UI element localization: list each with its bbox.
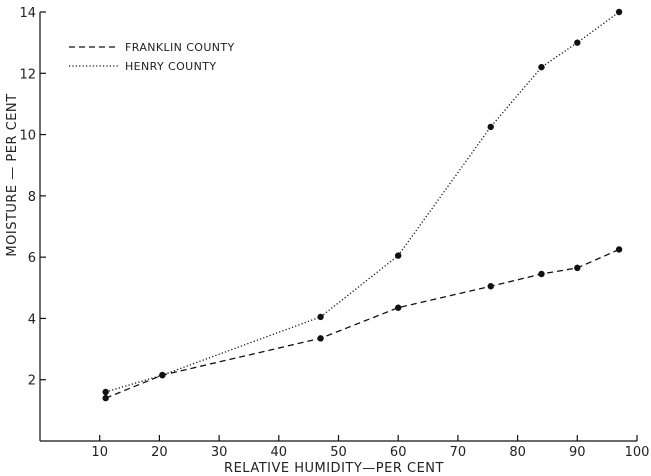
x-tick-label: 20 [151, 445, 168, 460]
data-point-henry-county [159, 371, 166, 379]
y-tick-label: 6 [28, 251, 36, 266]
data-point-franklin-county [574, 264, 581, 272]
y-tick-label: 12 [19, 67, 36, 82]
y-tick-label: 4 [28, 312, 36, 327]
x-ticks: 10 20 30 40 50 60 70 80 90 100 [91, 435, 649, 460]
data-point-henry-county [317, 313, 324, 321]
x-tick-label: 100 [625, 445, 650, 460]
x-tick-label: 60 [390, 445, 407, 460]
y-tick-label: 8 [28, 190, 36, 205]
data-point-henry-county [102, 388, 109, 396]
legend-label-franklin: FRANKLIN COUNTY [125, 41, 235, 54]
data-point-henry-county [487, 123, 494, 131]
x-tick-label: 30 [211, 445, 228, 460]
y-axis-title: MOISTURE — PER CENT [5, 93, 20, 256]
data-point-franklin-county [487, 283, 494, 290]
x-tick-label: 50 [330, 445, 347, 460]
data-point-franklin-county [615, 246, 623, 253]
y-tick-label: 14 [19, 6, 36, 21]
x-tick-label: 70 [450, 445, 467, 460]
data-point-franklin-county [538, 270, 545, 278]
x-axis-title: RELATIVE HUMIDITY—PER CENT [224, 461, 444, 476]
data-point-henry-county [538, 63, 545, 71]
series-layer [102, 8, 623, 402]
y-ticks: 2 4 6 8 10 12 14 [19, 6, 46, 389]
data-point-henry-county [574, 39, 581, 46]
x-tick-label: 80 [509, 445, 526, 460]
y-tick-label: 10 [19, 129, 36, 144]
y-tick-label: 2 [28, 374, 36, 389]
legend: FRANKLIN COUNTY HENRY COUNTY [69, 41, 235, 73]
legend-label-henry: HENRY COUNTY [125, 60, 216, 73]
data-point-franklin-county [395, 304, 402, 311]
x-tick-label: 90 [569, 445, 586, 460]
series-line-franklin-county [105, 248, 620, 399]
data-point-henry-county [615, 8, 623, 16]
x-tick-label: 40 [271, 445, 288, 460]
x-tick-label: 10 [91, 445, 108, 460]
axes [39, 12, 637, 442]
data-point-franklin-county [317, 335, 324, 342]
data-point-franklin-county [102, 394, 109, 402]
data-point-henry-county [395, 252, 402, 259]
